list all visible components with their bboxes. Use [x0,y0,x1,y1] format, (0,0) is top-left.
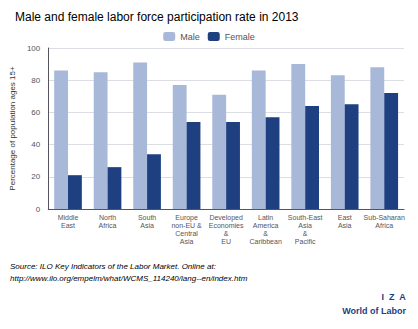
svg-text:EU: EU [221,238,231,245]
svg-text:Pacific: Pacific [295,238,316,245]
svg-text:&: & [224,230,229,237]
svg-text:World of Labor: World of Labor [342,306,406,316]
svg-text:20: 20 [31,172,40,181]
svg-text:non-EU &: non-EU & [171,222,202,229]
svg-text:http://www.ilo.org/empelm/what: http://www.ilo.org/empelm/what/WCMS_1142… [10,274,248,283]
svg-text:&: & [263,230,268,237]
svg-text:100: 100 [27,44,41,53]
svg-text:Percentage of population ages: Percentage of population ages 15+ [8,66,17,191]
svg-text:&: & [303,230,308,237]
svg-text:Economies: Economies [209,222,244,229]
svg-text:Africa: Africa [99,222,117,229]
svg-text:Male: Male [180,32,200,42]
svg-text:East: East [61,222,75,229]
svg-text:Latin: Latin [258,214,273,221]
svg-text:Developed: Developed [209,214,243,222]
svg-text:Africa: Africa [375,222,393,229]
svg-text:Asia: Asia [180,238,194,245]
svg-text:North: North [99,214,116,221]
svg-text:South-East: South-East [288,214,323,221]
svg-text:Asia: Asia [140,222,154,229]
svg-text:80: 80 [31,76,40,85]
svg-text:America: America [253,222,279,229]
svg-text:South: South [138,214,156,221]
svg-text:I Z A: I Z A [382,292,407,302]
svg-text:Sub-Saharan: Sub-Saharan [364,214,405,221]
svg-text:Female: Female [225,32,255,42]
svg-text:Male and female labor force pa: Male and female labor force participatio… [15,10,299,24]
svg-text:Asia: Asia [298,222,312,229]
svg-text:Middle: Middle [58,214,79,221]
svg-text:Europe: Europe [175,214,198,222]
svg-text:Central: Central [175,230,198,237]
svg-text:40: 40 [31,140,40,149]
svg-text:60: 60 [31,108,40,117]
svg-text:Asia: Asia [338,222,352,229]
svg-text:East: East [338,214,352,221]
svg-text:0: 0 [36,205,41,214]
svg-text:Source: ILO Key Indicators of: Source: ILO Key Indicators of the Labor … [10,262,216,271]
svg-text:Caribbean: Caribbean [249,238,281,245]
